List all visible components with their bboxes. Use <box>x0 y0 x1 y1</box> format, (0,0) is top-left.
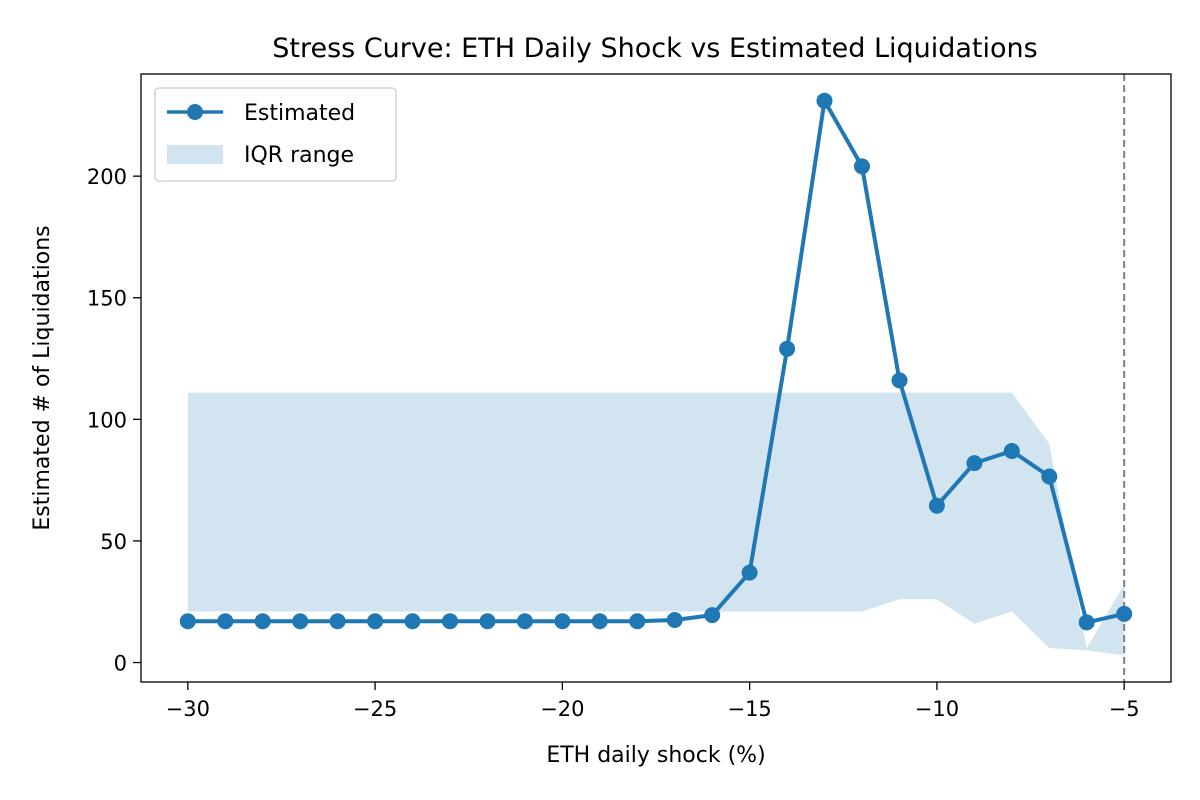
estimated-point <box>1078 614 1095 631</box>
legend-estimated-marker <box>187 104 203 120</box>
estimated-point <box>704 607 721 624</box>
x-tick-label: −5 <box>1109 697 1140 721</box>
x-axis-ticks: −30 −25 −20 −15 −10 −5 <box>166 682 1140 721</box>
estimated-point <box>442 613 458 630</box>
x-tick-label: −30 <box>166 697 210 721</box>
estimated-point <box>217 613 234 630</box>
estimated-point <box>479 613 496 630</box>
estimated-point <box>1003 443 1020 459</box>
x-tick-label: −20 <box>540 697 584 721</box>
y-axis-label: Estimated # of Liquidations <box>30 225 55 530</box>
iqr-band <box>187 392 1125 656</box>
estimated-point <box>891 372 908 389</box>
iqr-band-layer <box>187 392 1125 656</box>
estimated-point <box>854 158 870 175</box>
estimated-point <box>666 612 683 628</box>
estimated-point <box>741 564 758 581</box>
legend-iqr-label: IQR range <box>244 143 354 168</box>
legend: Estimated IQR range <box>154 87 397 182</box>
y-tick-label: 0 <box>114 652 127 676</box>
estimated-point <box>1041 468 1058 485</box>
estimated-point <box>629 613 646 630</box>
y-tick-label: 150 <box>87 287 127 311</box>
estimated-point <box>554 613 571 630</box>
x-tick-label: −15 <box>727 697 771 721</box>
estimated-point <box>816 92 833 109</box>
estimated-point <box>329 613 346 630</box>
estimated-point <box>179 613 196 630</box>
estimated-point <box>292 613 309 630</box>
estimated-point <box>928 497 945 514</box>
x-tick-label: −10 <box>915 697 959 721</box>
y-tick-label: 100 <box>87 408 127 432</box>
estimated-point <box>1116 605 1133 622</box>
estimated-point <box>367 613 384 630</box>
y-tick-label: 50 <box>100 530 127 554</box>
x-tick-label: −25 <box>353 697 397 721</box>
y-tick-label: 200 <box>87 165 127 189</box>
estimated-point <box>516 613 533 630</box>
estimated-point <box>404 613 421 630</box>
legend-estimated-label: Estimated <box>244 101 355 126</box>
chart-title: Stress Curve: ETH Daily Shock vs Estimat… <box>272 33 1037 64</box>
estimated-point <box>779 340 796 357</box>
legend-iqr-swatch <box>167 145 223 164</box>
estimated-point <box>591 613 608 630</box>
estimated-point <box>966 455 983 472</box>
estimated-point <box>254 613 271 630</box>
plot-frame <box>140 73 1172 683</box>
estimated-series-layer <box>179 92 1133 631</box>
x-axis-label: ETH daily shock (%) <box>546 743 765 768</box>
y-axis-ticks: 0 50 100 150 200 <box>87 165 141 676</box>
